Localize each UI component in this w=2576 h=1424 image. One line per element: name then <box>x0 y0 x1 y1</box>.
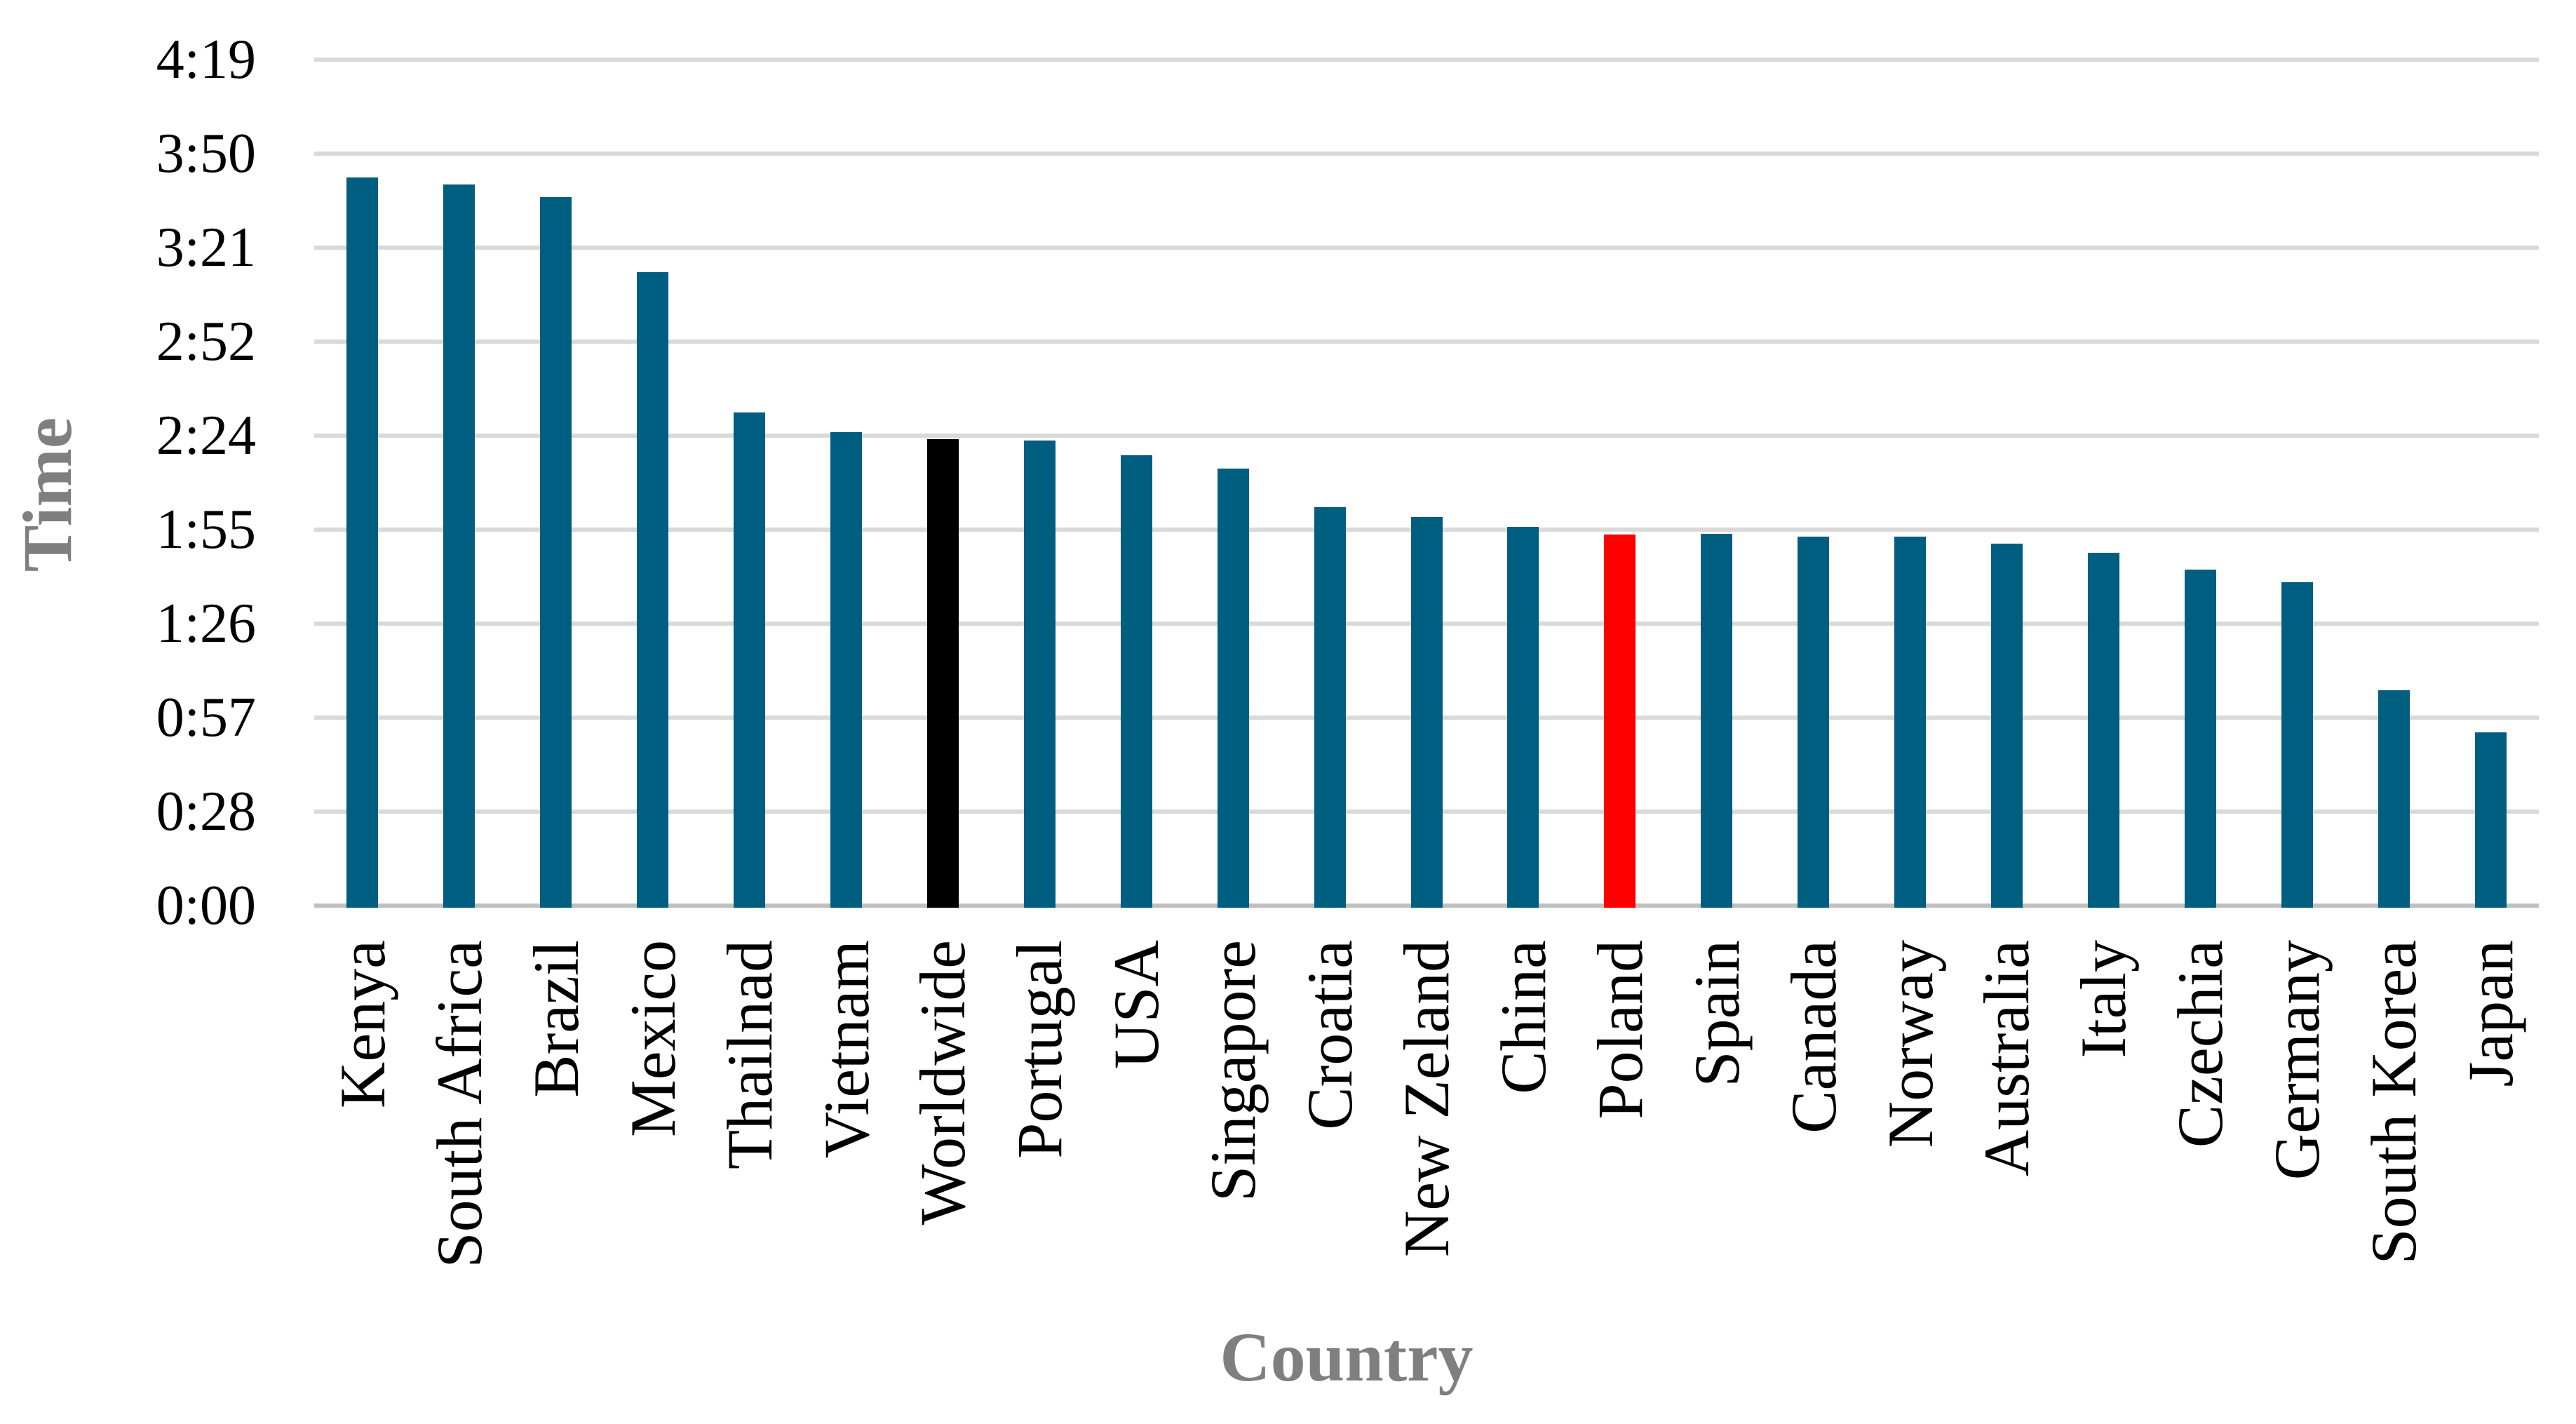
bar-vietnam <box>830 432 862 908</box>
x-tick-label-spain: Spain <box>1681 940 1753 1087</box>
bar-brazil <box>540 197 572 908</box>
x-tick-label-australia: Australia <box>1971 940 2042 1177</box>
bar-china <box>1507 527 1539 908</box>
x-tick-label-croatia: Croatia <box>1294 940 1365 1130</box>
bar-worldwide <box>927 439 959 908</box>
x-tick-label-mexico: Mexico <box>617 940 689 1138</box>
y-tick-label: 3:50 <box>156 123 256 184</box>
x-axis-title: Country <box>1220 1318 1474 1396</box>
bar-norway <box>1894 537 1926 908</box>
x-tick-label-thailnad: Thailnad <box>714 940 785 1169</box>
x-tick-label-canada: Canada <box>1778 940 1849 1134</box>
bar-poland <box>1604 535 1636 908</box>
y-tick-label: 3:21 <box>156 217 256 278</box>
gridline <box>314 152 2539 156</box>
x-tick-label-poland: Poland <box>1584 940 1656 1120</box>
x-tick-label-brazil: Brazil <box>520 940 592 1098</box>
x-tick-label-south-africa: South Africa <box>424 940 495 1268</box>
bar-germany <box>2281 582 2313 908</box>
x-tick-label-vietnam: Vietnam <box>811 940 882 1159</box>
bar-portugal <box>1024 441 1056 908</box>
bar-new-zeland <box>1411 517 1443 908</box>
bar-thailnad <box>734 412 765 908</box>
x-tick-label-south-korea: South Korea <box>2358 940 2429 1265</box>
y-tick-label: 0:00 <box>156 875 256 936</box>
bar-australia <box>1991 544 2023 908</box>
x-tick-label-worldwide: Worldwide <box>907 940 978 1225</box>
y-tick-label: 1:55 <box>156 499 256 560</box>
x-tick-label-singapore: Singapore <box>1197 940 1269 1202</box>
bar-japan <box>2475 732 2507 908</box>
bar-south-africa <box>443 184 475 908</box>
x-tick-label-china: China <box>1488 940 1559 1094</box>
y-tick-label: 2:52 <box>156 311 256 372</box>
y-tick-label: 0:57 <box>156 687 256 748</box>
x-tick-label-portugal: Portugal <box>1004 940 1075 1159</box>
bar-kenya <box>346 177 378 908</box>
gridline <box>314 434 2539 438</box>
x-tick-label-italy: Italy <box>2068 940 2139 1059</box>
y-tick-label: 4:19 <box>156 29 256 90</box>
x-tick-label-japan: Japan <box>2455 940 2526 1087</box>
x-tick-label-usa: USA <box>1100 940 1172 1070</box>
bar-spain <box>1701 534 1732 908</box>
x-tick-label-new-zeland: New Zeland <box>1391 940 1462 1258</box>
bar-usa <box>1121 455 1152 908</box>
x-tick-label-kenya: Kenya <box>327 940 398 1109</box>
y-tick-label: 0:28 <box>156 781 256 842</box>
gridline <box>314 58 2539 62</box>
bar-south-korea <box>2378 690 2410 908</box>
bar-singapore <box>1218 469 1249 908</box>
x-tick-label-germany: Germany <box>2261 940 2333 1181</box>
bar-italy <box>2088 553 2119 908</box>
bar-mexico <box>637 272 668 908</box>
gridline <box>314 246 2539 250</box>
bar-croatia <box>1314 507 1346 908</box>
y-tick-label: 2:24 <box>156 405 256 466</box>
x-tick-label-norway: Norway <box>1875 940 1946 1148</box>
bar-canada <box>1798 537 1829 908</box>
gridline <box>314 340 2539 344</box>
bar-czechia <box>2185 570 2216 908</box>
x-tick-label-czechia: Czechia <box>2164 940 2236 1148</box>
y-tick-label: 1:26 <box>156 593 256 654</box>
